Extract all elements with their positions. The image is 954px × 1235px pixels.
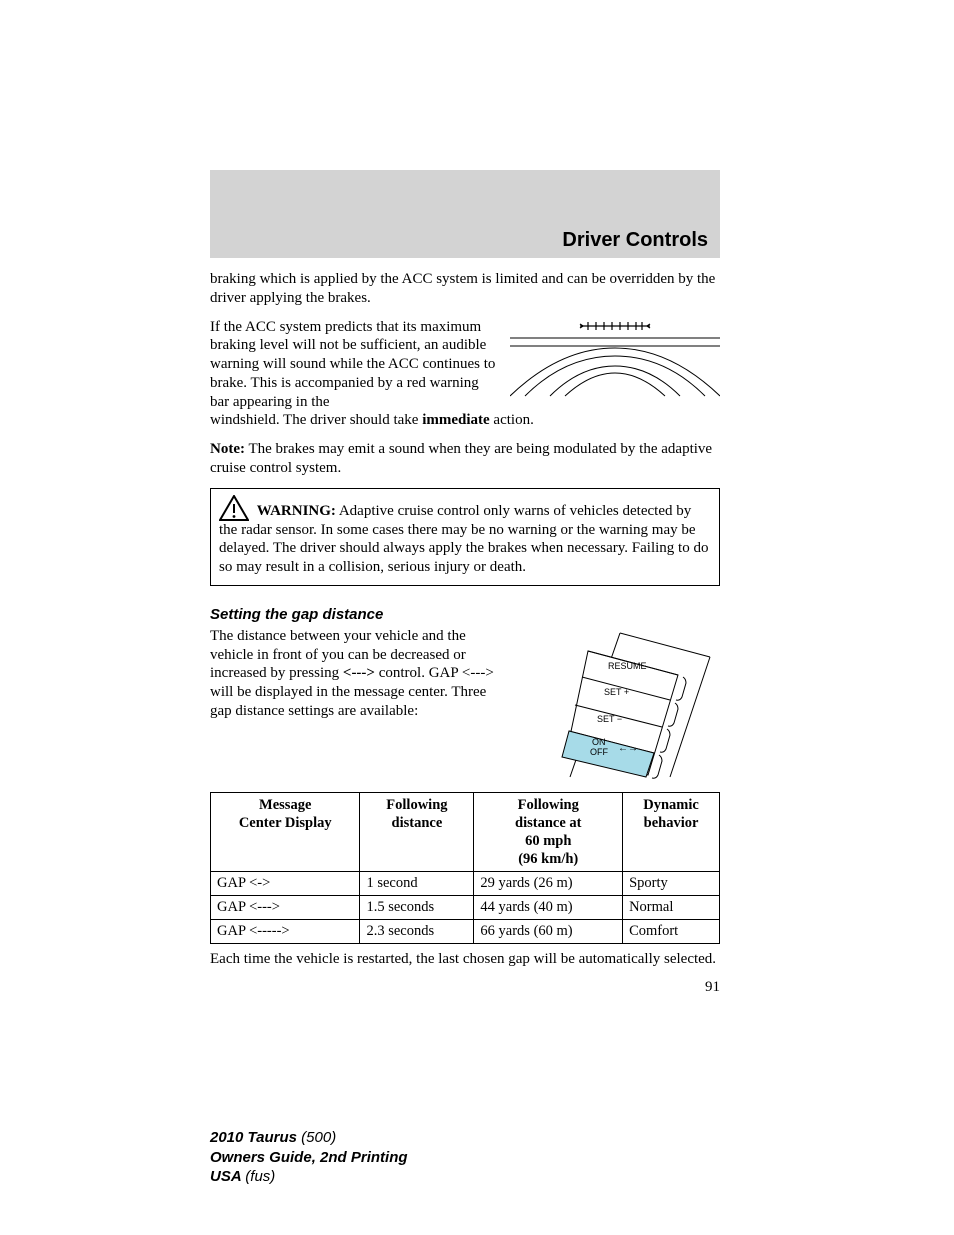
warning-box: WARNING: Adaptive cruise control only wa… xyxy=(210,488,720,586)
section-header-bar: Driver Controls xyxy=(210,170,720,258)
table-row: GAP <-----> 2.3 seconds 66 yards (60 m) … xyxy=(211,920,720,944)
note-label: Note: xyxy=(210,441,245,457)
table-row: GAP <---> 1.5 seconds 44 yards (40 m) No… xyxy=(211,896,720,920)
text-bold: immediate xyxy=(422,412,489,428)
footer-code: (500) xyxy=(301,1129,336,1146)
cell: 29 yards (26 m) xyxy=(474,872,623,896)
footer-region-code: (fus) xyxy=(245,1168,275,1185)
col-header: Dynamicbehavior xyxy=(623,792,720,872)
cell: 1 second xyxy=(360,872,474,896)
cell: 44 yards (40 m) xyxy=(474,896,623,920)
page-content: Driver Controls braking which is applied… xyxy=(210,170,720,996)
paragraph-with-figure: The distance between your vehicle and th… xyxy=(210,627,720,782)
svg-text:←→: ←→ xyxy=(618,743,638,754)
col-header: Followingdistance xyxy=(360,792,474,872)
road-warning-diagram xyxy=(510,318,720,398)
table-header-row: MessageCenter Display Followingdistance … xyxy=(211,792,720,872)
cell: 1.5 seconds xyxy=(360,896,474,920)
paragraph: braking which is applied by the ACC syst… xyxy=(210,270,720,308)
warning-label: WARNING: xyxy=(257,503,336,519)
cell: Normal xyxy=(623,896,720,920)
paragraph-text: The distance between your vehicle and th… xyxy=(210,627,510,782)
gap-distance-table: MessageCenter Display Followingdistance … xyxy=(210,792,720,945)
page-footer: 2010 Taurus (500) Owners Guide, 2nd Prin… xyxy=(210,1128,408,1187)
cell: GAP <-----> xyxy=(211,920,360,944)
cell: 2.3 seconds xyxy=(360,920,474,944)
footer-region: USA xyxy=(210,1168,245,1185)
table-row: GAP <-> 1 second 29 yards (26 m) Sporty xyxy=(211,872,720,896)
button-set-minus-label: SET − xyxy=(597,714,622,724)
text: windshield. The driver should take xyxy=(210,412,422,428)
warning-triangle-icon xyxy=(219,495,249,521)
cell: Sporty xyxy=(623,872,720,896)
paragraph-with-figure: If the ACC system predicts that its maxi… xyxy=(210,318,720,412)
subheading: Setting the gap distance xyxy=(210,606,720,623)
section-title: Driver Controls xyxy=(562,229,708,252)
cell: 66 yards (60 m) xyxy=(474,920,623,944)
button-off-label: OFF xyxy=(590,747,608,757)
cell: GAP <---> xyxy=(211,896,360,920)
paragraph-text: If the ACC system predicts that its maxi… xyxy=(210,318,500,412)
col-header: MessageCenter Display xyxy=(211,792,360,872)
note-text: The brakes may emit a sound when they ar… xyxy=(210,441,712,476)
cell: Comfort xyxy=(623,920,720,944)
button-resume-label: RESUME xyxy=(608,661,647,671)
footer-model: 2010 Taurus xyxy=(210,1129,301,1146)
text-bold: <---> xyxy=(343,665,375,681)
paragraph-tail: windshield. The driver should take immed… xyxy=(210,411,720,430)
button-set-plus-label: SET + xyxy=(604,687,629,697)
col-header: Followingdistance at60 mph(96 km/h) xyxy=(474,792,623,872)
note-paragraph: Note: The brakes may emit a sound when t… xyxy=(210,440,720,478)
paragraph: Each time the vehicle is restarted, the … xyxy=(210,950,720,969)
cell: GAP <-> xyxy=(211,872,360,896)
steering-buttons-diagram: RESUME SET + SET − ON OFF ←→ xyxy=(550,627,720,782)
button-on-label: ON xyxy=(592,737,606,747)
footer-guide: Owners Guide, 2nd Printing xyxy=(210,1149,408,1166)
text: action. xyxy=(490,412,534,428)
page-number: 91 xyxy=(210,979,720,996)
